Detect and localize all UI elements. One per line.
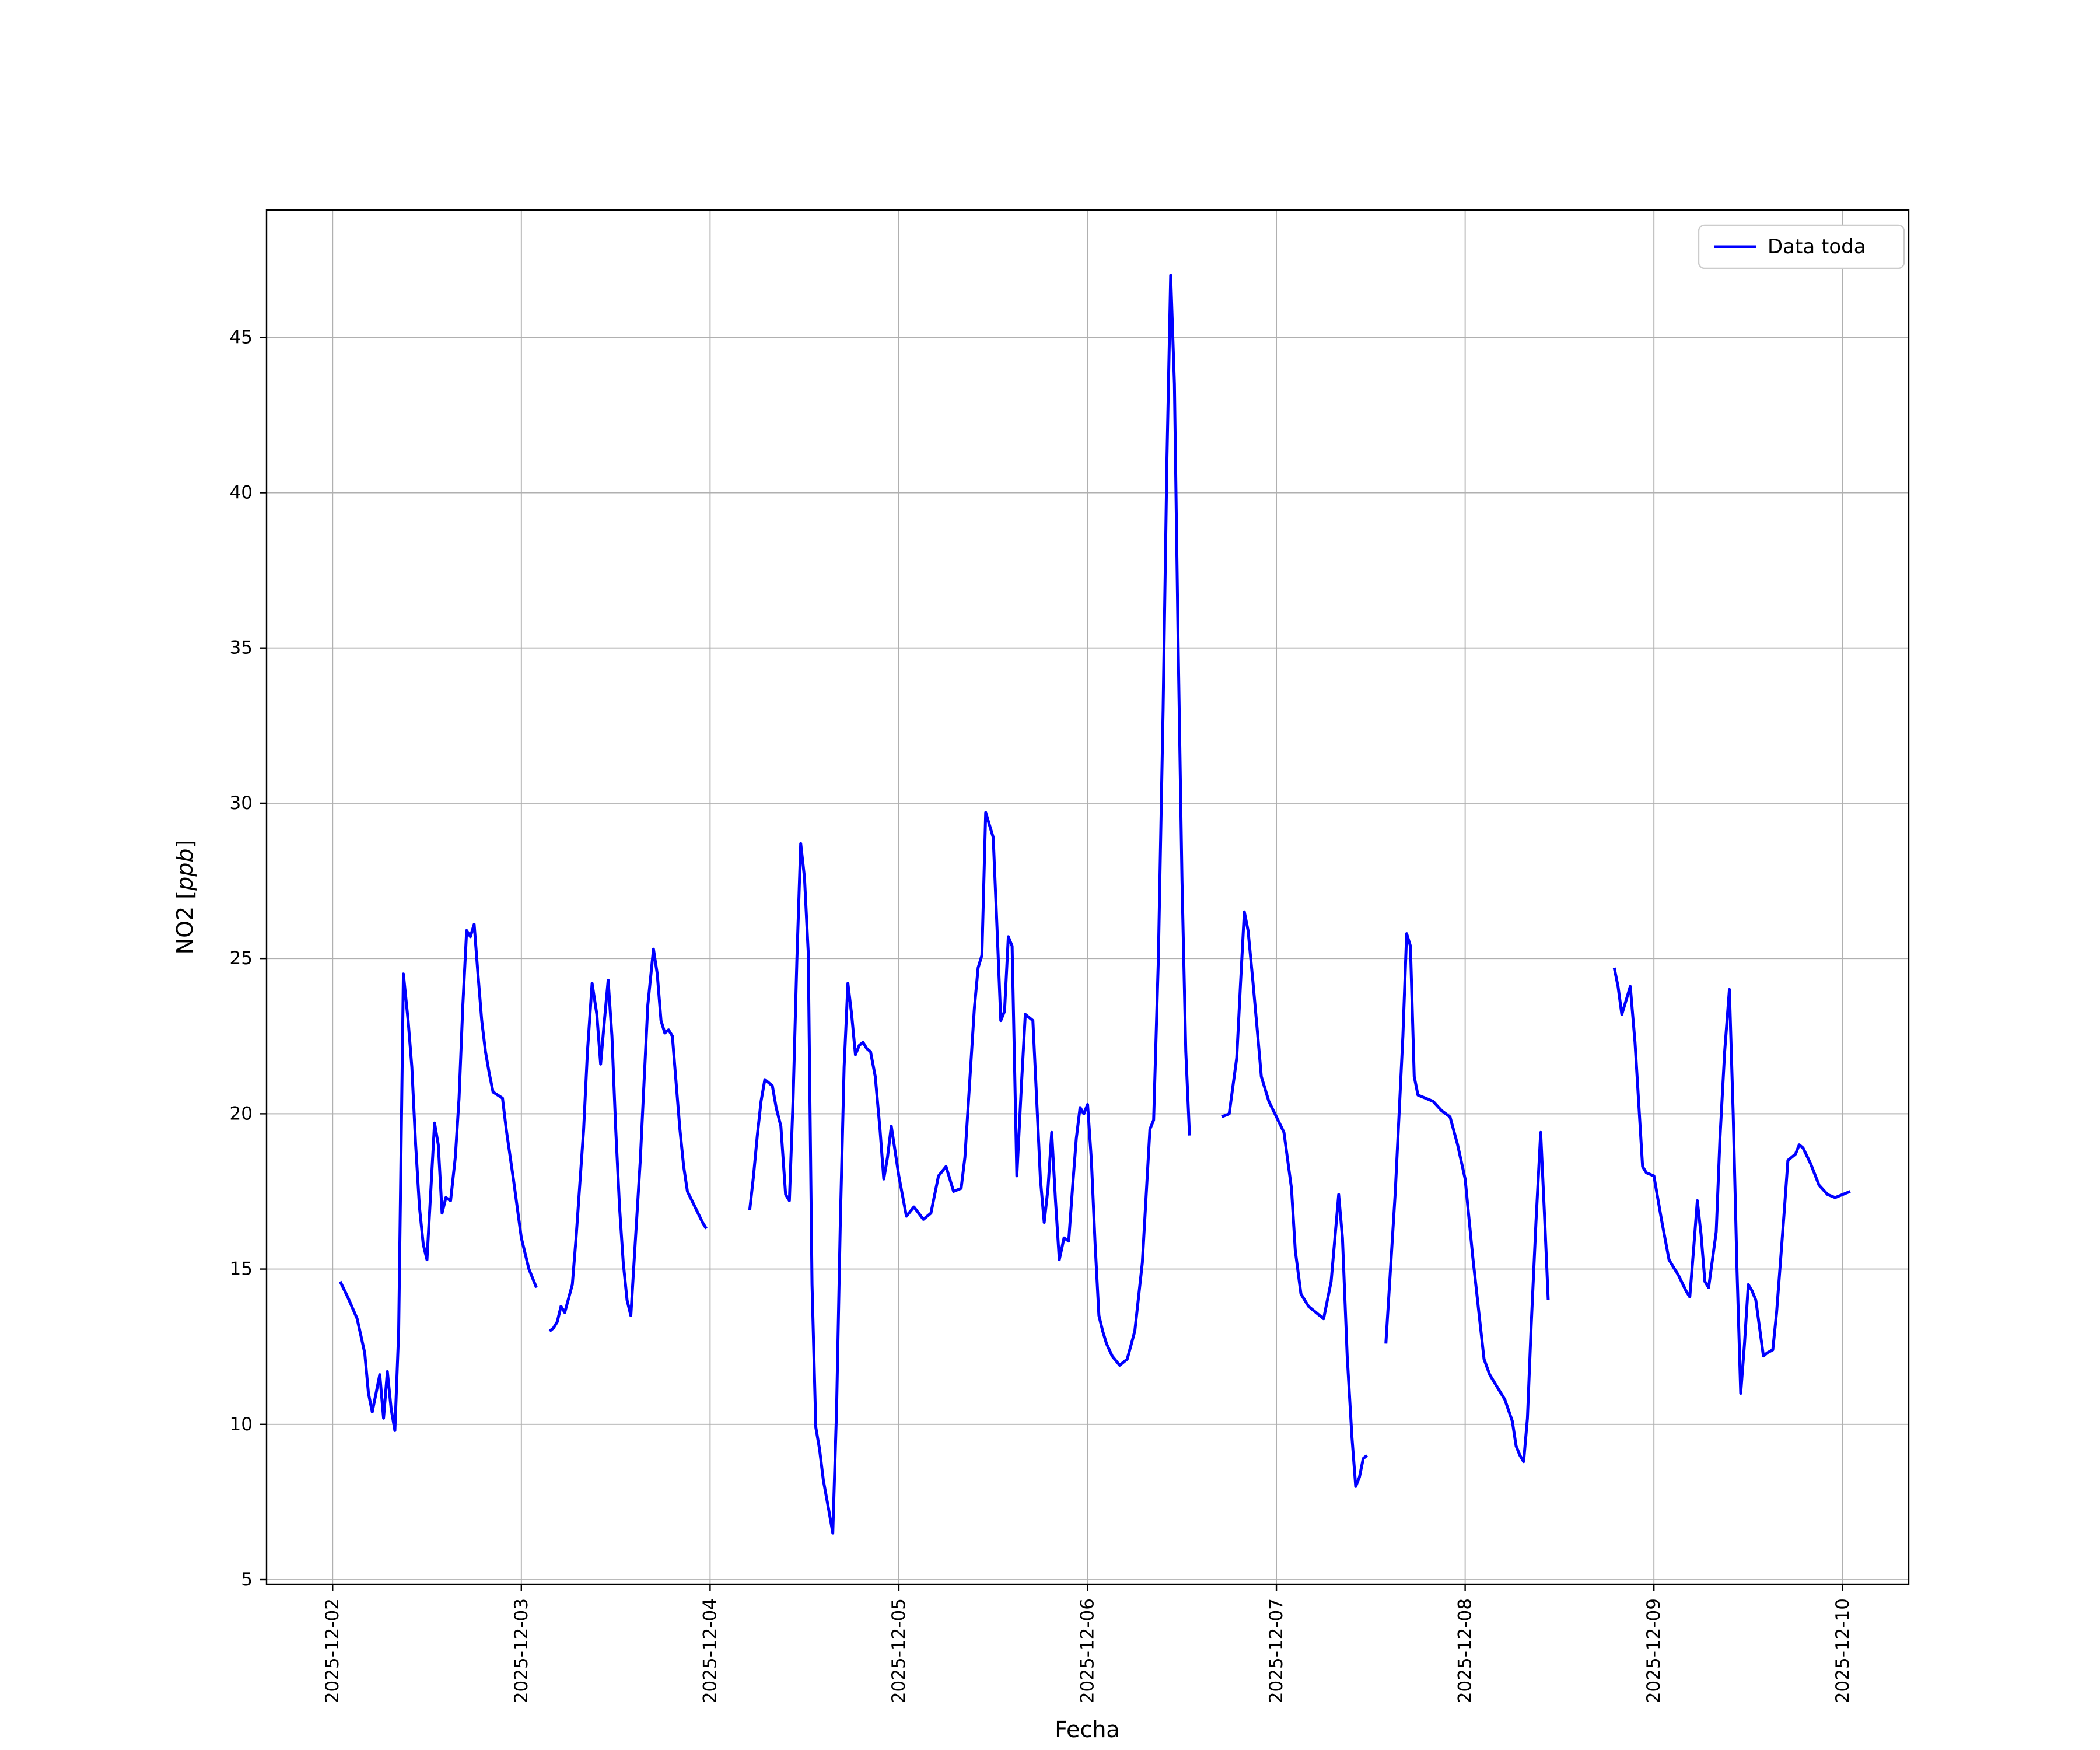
no2-series-segment [748, 274, 1191, 1535]
y-tick-label: 10 [230, 1414, 253, 1435]
x-tick-label: 2025-12-10 [1832, 1598, 1853, 1703]
y-tick-label: 15 [230, 1259, 253, 1280]
y-axis-label-unit: ppb [172, 849, 198, 891]
x-tick-label: 2025-12-02 [322, 1598, 343, 1703]
y-tick-label: 40 [230, 482, 253, 503]
y-tick-label: 20 [230, 1103, 253, 1124]
y-tick-label: 35 [230, 638, 253, 659]
y-tick-label: 25 [230, 948, 253, 969]
x-tick-label: 2025-12-07 [1266, 1598, 1287, 1703]
x-tick-label: 2025-12-08 [1455, 1598, 1476, 1703]
no2-series-segment [548, 947, 708, 1333]
legend-box [1698, 224, 1905, 270]
y-tick-label: 45 [230, 327, 253, 348]
grid-lines [267, 210, 1909, 1584]
y-axis-label-prefix: NO2 [ [172, 891, 198, 954]
y-axis-label: NO2 [ppb] [172, 840, 198, 955]
tick-labels: 2025-12-02 2025-12-03 2025-12-04 2025-12-05… [230, 327, 1853, 1703]
y-axis-label-suffix: ] [172, 840, 198, 849]
x-tick-label: 2025-12-04 [699, 1598, 720, 1703]
no2-series-segment [1221, 910, 1368, 1488]
axes-frame [260, 209, 1910, 1591]
x-tick-label: 2025-12-09 [1643, 1598, 1664, 1703]
x-tick-label: 2025-12-06 [1077, 1598, 1098, 1703]
no2-series-segment [1384, 932, 1550, 1464]
x-axis-label: Fecha [1055, 1717, 1119, 1742]
legend: Data toda [1698, 224, 1905, 270]
legend-label: Data toda [1768, 235, 1866, 258]
no2-series-segment [1612, 967, 1851, 1395]
x-tick-label: 2025-12-03 [511, 1598, 532, 1703]
x-tick-label: 2025-12-05 [888, 1598, 909, 1703]
y-tick-label: 5 [241, 1569, 253, 1590]
no2-series-segment [338, 923, 538, 1432]
data-series [338, 274, 1851, 1535]
y-tick-label: 30 [230, 793, 253, 814]
